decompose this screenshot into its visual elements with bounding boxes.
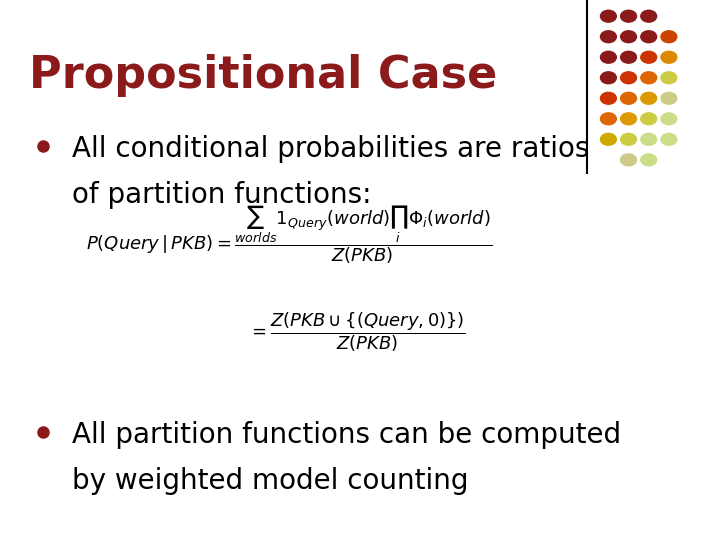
Circle shape (661, 92, 677, 104)
Circle shape (621, 72, 636, 84)
Text: All conditional probabilities are ratios: All conditional probabilities are ratios (72, 135, 590, 163)
Circle shape (621, 51, 636, 63)
Circle shape (621, 154, 636, 166)
Circle shape (641, 113, 657, 125)
Circle shape (661, 113, 677, 125)
Circle shape (600, 92, 616, 104)
Text: $P(Query\,|\,PKB)=\dfrac{\sum_{worlds}1_{Query}(world)\prod_i\,\Phi_i(world)}{Z(: $P(Query\,|\,PKB)=\dfrac{\sum_{worlds}1_… (86, 204, 492, 266)
Circle shape (621, 31, 636, 43)
Circle shape (641, 133, 657, 145)
Circle shape (661, 51, 677, 63)
Circle shape (641, 31, 657, 43)
Circle shape (600, 133, 616, 145)
Circle shape (621, 10, 636, 22)
Circle shape (661, 72, 677, 84)
Circle shape (600, 113, 616, 125)
Circle shape (641, 72, 657, 84)
Circle shape (600, 51, 616, 63)
Circle shape (600, 31, 616, 43)
Circle shape (641, 92, 657, 104)
Circle shape (621, 133, 636, 145)
Circle shape (641, 154, 657, 166)
Text: $=\dfrac{Z(PKB\cup\{(Query,0)\})}{Z(PKB)}$: $=\dfrac{Z(PKB\cup\{(Query,0)\})}{Z(PKB)… (248, 310, 467, 354)
Text: of partition functions:: of partition functions: (72, 181, 372, 209)
Circle shape (641, 10, 657, 22)
Circle shape (661, 133, 677, 145)
Circle shape (600, 10, 616, 22)
Text: by weighted model counting: by weighted model counting (72, 467, 469, 495)
Circle shape (621, 92, 636, 104)
Text: Propositional Case: Propositional Case (29, 54, 497, 97)
Circle shape (661, 31, 677, 43)
Circle shape (641, 51, 657, 63)
Circle shape (600, 72, 616, 84)
Circle shape (621, 113, 636, 125)
Text: All partition functions can be computed: All partition functions can be computed (72, 421, 621, 449)
